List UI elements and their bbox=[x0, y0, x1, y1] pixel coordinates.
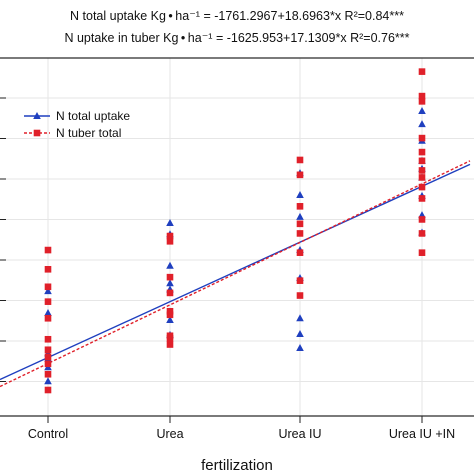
point-n-tuber-total bbox=[44, 353, 52, 361]
point-n-tuber-total bbox=[44, 386, 52, 394]
point-n-tuber-total bbox=[44, 298, 52, 305]
point-n-total-uptake bbox=[44, 309, 52, 317]
point-n-tuber-total bbox=[418, 148, 426, 156]
point-n-tuber-total bbox=[418, 174, 426, 181]
equation-n-total-uptake: N total uptake Kg • ha⁻¹ = -1761.2967+18… bbox=[70, 9, 404, 23]
data-points bbox=[44, 68, 426, 394]
point-n-tuber-total bbox=[296, 203, 304, 210]
point-n-tuber-total bbox=[166, 232, 174, 240]
point-n-tuber-total bbox=[44, 314, 52, 322]
point-n-tuber-total bbox=[44, 335, 52, 343]
point-n-total-uptake bbox=[166, 316, 174, 324]
point-n-tuber-total bbox=[166, 307, 174, 315]
point-n-tuber-total bbox=[418, 167, 426, 174]
point-n-total-uptake bbox=[296, 330, 304, 338]
point-n-total-uptake bbox=[296, 314, 304, 322]
point-n-tuber-total bbox=[44, 283, 52, 291]
point-n-tuber-total bbox=[296, 292, 304, 299]
point-n-tuber-total bbox=[418, 216, 426, 223]
point-n-tuber-total bbox=[418, 249, 426, 256]
point-n-tuber-total bbox=[418, 230, 426, 237]
point-n-total-uptake bbox=[418, 106, 426, 114]
x-axis-label: fertilization bbox=[201, 457, 273, 474]
fit-line-n-tuber-total bbox=[0, 160, 471, 388]
point-n-tuber-total bbox=[44, 246, 52, 254]
point-n-tuber-total bbox=[296, 277, 304, 284]
point-n-total-uptake bbox=[166, 218, 174, 226]
point-n-tuber-total bbox=[296, 156, 304, 164]
point-n-tuber-total bbox=[418, 98, 426, 105]
point-n-tuber-total bbox=[166, 273, 174, 281]
legend-label: N tuber total bbox=[56, 126, 121, 140]
point-n-tuber-total bbox=[166, 335, 174, 342]
plot-frame bbox=[0, 57, 474, 417]
legend-marker-triangle bbox=[33, 112, 41, 119]
point-n-total-uptake bbox=[44, 287, 52, 295]
point-n-tuber-total bbox=[418, 92, 426, 100]
point-n-tuber-total bbox=[418, 157, 426, 165]
point-n-tuber-total bbox=[166, 341, 174, 348]
point-n-total-uptake bbox=[166, 279, 174, 287]
x-axis-ticks: Control Urea Urea IU Urea IU +IN bbox=[0, 97, 455, 441]
x-tick-label: Urea IU +IN bbox=[389, 427, 455, 441]
point-n-total-uptake bbox=[296, 212, 304, 220]
x-tick-label: Urea IU bbox=[278, 427, 321, 441]
equation-n-uptake-tuber: N uptake in tuber Kg • ha⁻¹ = -1625.953+… bbox=[64, 31, 410, 45]
point-n-tuber-total bbox=[418, 68, 426, 75]
regression-lines bbox=[0, 160, 471, 388]
point-n-total-uptake bbox=[166, 261, 174, 269]
point-n-tuber-total bbox=[44, 360, 52, 368]
point-n-tuber-total bbox=[296, 171, 304, 179]
point-n-tuber-total bbox=[418, 195, 426, 202]
point-n-tuber-total bbox=[418, 134, 426, 142]
x-tick-label: Control bbox=[28, 427, 68, 441]
point-n-tuber-total bbox=[166, 289, 174, 297]
point-n-total-uptake bbox=[296, 344, 304, 352]
point-n-total-uptake bbox=[44, 377, 52, 385]
point-n-tuber-total bbox=[296, 249, 304, 256]
x-tick-label: Urea bbox=[156, 427, 183, 441]
legend-label: N total uptake bbox=[56, 109, 130, 123]
point-n-tuber-total bbox=[166, 311, 174, 319]
point-n-tuber-total bbox=[44, 265, 52, 273]
point-n-total-uptake bbox=[418, 120, 426, 128]
point-n-tuber-total bbox=[296, 220, 304, 228]
point-n-tuber-total bbox=[44, 346, 52, 354]
point-n-tuber-total bbox=[296, 230, 304, 237]
point-n-tuber-total bbox=[166, 238, 174, 245]
point-n-tuber-total bbox=[44, 370, 52, 378]
chart-legend: N total uptake N tuber total bbox=[24, 109, 130, 140]
legend-marker-square bbox=[33, 129, 41, 137]
point-n-tuber-total bbox=[418, 183, 426, 191]
point-n-total-uptake bbox=[296, 190, 304, 198]
fit-line-n-total-uptake bbox=[0, 163, 471, 381]
